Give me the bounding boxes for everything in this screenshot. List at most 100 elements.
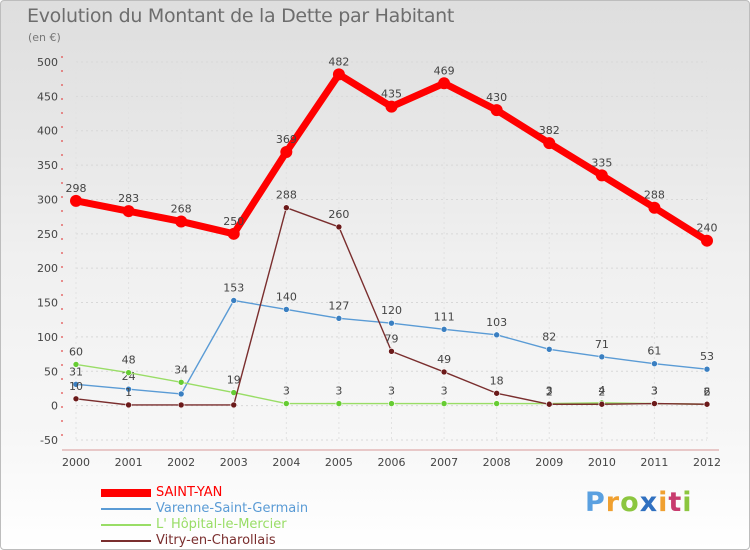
data-label: 3 — [388, 385, 395, 398]
data-point — [493, 400, 500, 407]
legend-swatch — [101, 489, 151, 497]
legend-swatch — [101, 540, 151, 542]
data-point — [335, 400, 343, 407]
data-label: 430 — [486, 91, 507, 104]
data-point — [72, 361, 80, 368]
data-label: 4 — [598, 384, 605, 397]
x-tick-label: 2001 — [115, 456, 143, 469]
data-label: 3 — [651, 385, 658, 398]
data-label: 283 — [118, 192, 139, 205]
data-label: 19 — [227, 374, 241, 387]
data-point — [493, 389, 500, 397]
data-point — [125, 385, 132, 393]
data-label: 60 — [69, 345, 83, 358]
data-point — [440, 326, 448, 333]
y-tick-label: -50 — [40, 434, 58, 447]
data-point — [490, 104, 503, 117]
data-label: 240 — [697, 222, 718, 235]
data-point — [283, 204, 290, 212]
series-saint-yan: 298 283 268 250 369 482 435 469 430 382 335 288 240 — [66, 55, 718, 247]
data-point — [335, 223, 343, 231]
data-label: 3 — [441, 385, 448, 398]
data-point — [388, 348, 395, 355]
data-label: 10 — [69, 380, 83, 393]
data-label: 53 — [700, 350, 714, 363]
x-tick-label: 2006 — [378, 456, 406, 469]
logo-letter: t — [668, 487, 683, 518]
data-point — [72, 395, 80, 403]
x-tick-label: 2005 — [325, 456, 353, 469]
y-tick-label: 200 — [37, 262, 58, 275]
data-point — [122, 205, 135, 218]
y-tick-label: 350 — [37, 159, 58, 172]
data-point — [440, 400, 448, 407]
x-tick-label: 2002 — [167, 456, 195, 469]
data-label: 288 — [644, 189, 665, 202]
x-tick-label: 2010 — [588, 456, 616, 469]
data-point — [440, 368, 448, 376]
data-point — [177, 390, 185, 398]
data-label: 153 — [223, 281, 244, 294]
x-tick-label: 2011 — [640, 456, 668, 469]
data-label: 3 — [335, 385, 342, 398]
data-point — [332, 68, 345, 81]
data-label: 6 — [704, 385, 711, 398]
x-tick-label: 2009 — [535, 456, 563, 469]
data-point — [701, 234, 713, 247]
y-tick-label: 150 — [37, 297, 58, 310]
data-label: 3 — [283, 385, 290, 398]
x-tick-label: 2000 — [62, 456, 90, 469]
x-tick-label: 2008 — [483, 456, 511, 469]
y-tick-label: 100 — [37, 331, 58, 344]
data-point — [230, 297, 238, 304]
y-tick-label: 400 — [37, 125, 58, 138]
data-point — [227, 227, 240, 240]
data-label: 3 — [546, 385, 553, 398]
x-tick-label: 2012 — [693, 456, 721, 469]
data-label: 71 — [595, 338, 609, 351]
x-tick-label: 2003 — [220, 456, 248, 469]
y-tick-label: 500 — [37, 56, 58, 69]
data-label: 335 — [591, 156, 612, 169]
data-label: 1 — [125, 386, 132, 399]
data-label: 127 — [328, 299, 349, 312]
y-tick-label: 50 — [44, 365, 58, 378]
data-label: 120 — [381, 304, 402, 317]
data-point — [283, 306, 290, 313]
data-label: 288 — [276, 189, 297, 202]
logo-letter: P — [585, 487, 606, 518]
data-point — [175, 215, 188, 228]
data-point — [493, 331, 500, 339]
data-label: 31 — [69, 365, 83, 378]
data-label: 3 — [651, 385, 658, 398]
y-tick-label: 250 — [37, 228, 58, 241]
data-point — [545, 345, 553, 353]
proxiti-logo: Proxiti — [585, 487, 693, 518]
data-label: 435 — [381, 88, 402, 101]
data-label: 469 — [434, 64, 455, 77]
data-label: 49 — [437, 353, 451, 366]
y-tick-label: 300 — [37, 193, 58, 206]
logo-letter: i — [658, 487, 669, 518]
chart-title: Evolution du Montant de la Dette par Hab… — [27, 5, 455, 27]
data-point — [385, 100, 398, 113]
logo-letter: i — [682, 487, 693, 518]
legend-label: Vitry-en-Charollais — [156, 533, 276, 548]
data-label: 111 — [434, 310, 455, 323]
x-tick-label: 2007 — [430, 456, 458, 469]
data-point — [125, 369, 132, 376]
data-point — [177, 378, 185, 386]
y-tick-label: 0 — [51, 400, 58, 413]
data-label: 382 — [539, 124, 560, 137]
chart-unit: (en €) — [28, 31, 61, 44]
data-label: 2 — [704, 385, 711, 398]
data-point — [230, 401, 238, 409]
data-point — [651, 360, 658, 368]
logo-letter: r — [605, 487, 621, 518]
data-label: 48 — [122, 354, 136, 367]
data-point — [648, 201, 661, 214]
legend-label: L' Hôpital-le-Mercier — [156, 517, 287, 532]
data-point — [70, 194, 82, 207]
